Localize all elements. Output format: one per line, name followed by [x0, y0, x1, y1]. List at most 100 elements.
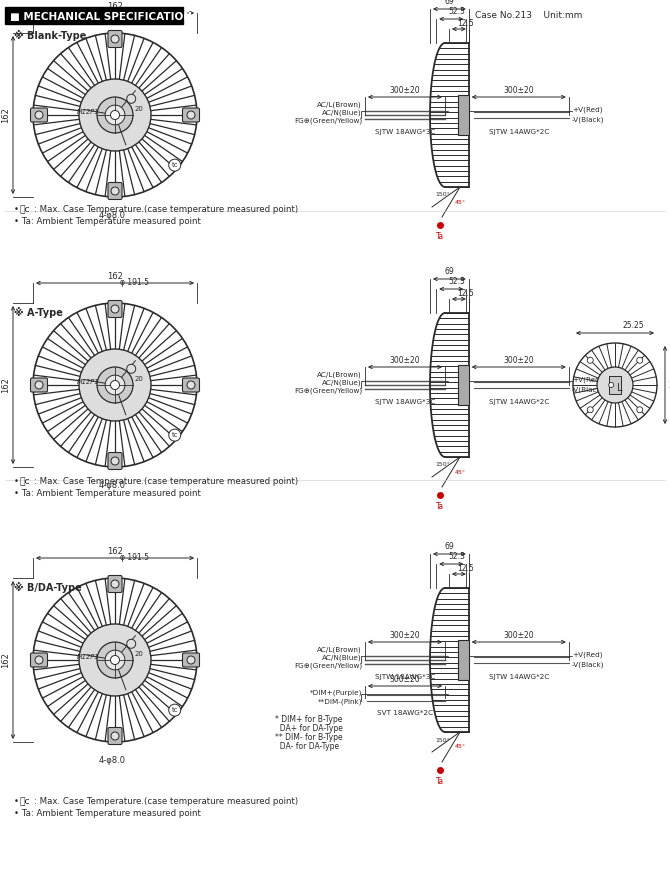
Text: Ta: Ta [436, 232, 444, 241]
Text: 30: 30 [119, 665, 129, 671]
Circle shape [105, 375, 125, 395]
Circle shape [169, 429, 181, 441]
Text: 12.5: 12.5 [457, 19, 474, 28]
Text: 300±20: 300±20 [390, 631, 420, 640]
Text: AC/L(Brown): AC/L(Brown) [318, 372, 362, 378]
Text: AC/N(Blue): AC/N(Blue) [322, 380, 362, 386]
Circle shape [79, 624, 151, 696]
Text: * DIM+ for B-Type: * DIM+ for B-Type [275, 715, 342, 724]
Text: -V(Black): -V(Black) [572, 662, 604, 668]
Text: tc: tc [172, 432, 178, 438]
Circle shape [169, 704, 181, 716]
Text: 300±20: 300±20 [503, 631, 534, 640]
Text: 30: 30 [119, 390, 129, 396]
Text: 300±20: 300±20 [390, 675, 420, 684]
Text: •: • [14, 477, 21, 486]
Text: • Ta: Ambient Temperature measured point: • Ta: Ambient Temperature measured point [14, 489, 201, 498]
Circle shape [187, 111, 195, 119]
Text: 45°: 45° [455, 200, 466, 205]
Circle shape [79, 349, 151, 421]
FancyBboxPatch shape [108, 576, 122, 592]
Circle shape [111, 732, 119, 740]
Text: DA+ for DA-Type: DA+ for DA-Type [275, 724, 343, 733]
FancyBboxPatch shape [108, 452, 122, 470]
Text: AC/N(Blue): AC/N(Blue) [322, 109, 362, 116]
Text: 4-φ8.0: 4-φ8.0 [98, 481, 125, 490]
Text: tc: tc [172, 707, 178, 713]
Text: SJTW 18AWG*3C: SJTW 18AWG*3C [375, 129, 436, 135]
Text: -V(Black): -V(Black) [572, 387, 604, 393]
Text: SJTW 18AWG*3C: SJTW 18AWG*3C [375, 399, 436, 405]
Text: SVT 18AWG*2C: SVT 18AWG*2C [377, 710, 433, 716]
Text: φ 191.5: φ 191.5 [120, 8, 149, 17]
Circle shape [127, 364, 136, 374]
Bar [609, 376, 621, 394]
Text: 69: 69 [444, 267, 454, 276]
Text: *DIM+(Purple): *DIM+(Purple) [310, 690, 362, 696]
Text: tc: tc [172, 162, 178, 168]
Text: FG⊕(Green/Yellow): FG⊕(Green/Yellow) [294, 118, 362, 124]
Text: M12P1.75-10H: M12P1.75-10H [76, 109, 125, 115]
Text: +V(Red): +V(Red) [572, 107, 602, 113]
Text: 150°: 150° [436, 463, 450, 467]
Text: • Ta: Ambient Temperature measured point: • Ta: Ambient Temperature measured point [14, 809, 201, 818]
Text: 162: 162 [1, 652, 10, 668]
Text: 300±20: 300±20 [503, 356, 534, 365]
Text: 150°: 150° [436, 738, 450, 743]
FancyBboxPatch shape [108, 727, 122, 745]
Text: Ⓣc: Ⓣc [20, 206, 31, 214]
Circle shape [636, 357, 643, 363]
Text: : Max. Case Temperature.(case temperature measured point): : Max. Case Temperature.(case temperatur… [34, 797, 298, 806]
Text: 45°: 45° [455, 745, 466, 750]
Circle shape [35, 381, 43, 389]
FancyBboxPatch shape [108, 300, 122, 318]
Circle shape [105, 650, 125, 670]
Text: +V(Red): +V(Red) [572, 377, 602, 383]
Circle shape [111, 655, 119, 664]
FancyBboxPatch shape [182, 653, 200, 667]
FancyBboxPatch shape [31, 378, 48, 392]
Text: ■ MECHANICAL SPECIFICATION: ■ MECHANICAL SPECIFICATION [10, 12, 192, 22]
FancyBboxPatch shape [31, 108, 48, 122]
Text: 20: 20 [135, 106, 144, 112]
Text: ** DIM- for B-Type: ** DIM- for B-Type [275, 733, 342, 742]
Circle shape [111, 580, 119, 588]
Text: Ⓣc: Ⓣc [20, 478, 31, 487]
Text: SJTW 14AWG*2C: SJTW 14AWG*2C [488, 399, 549, 405]
FancyBboxPatch shape [182, 108, 200, 122]
Text: AC/L(Brown): AC/L(Brown) [318, 102, 362, 108]
Text: Ta: Ta [436, 502, 444, 511]
Circle shape [35, 656, 43, 664]
Circle shape [111, 110, 119, 120]
Circle shape [111, 457, 119, 465]
Text: ※ A-Type: ※ A-Type [14, 307, 63, 318]
Text: 162: 162 [1, 107, 10, 123]
Text: 300±20: 300±20 [390, 86, 420, 95]
Circle shape [111, 381, 119, 389]
Circle shape [609, 382, 614, 388]
Text: 52.5: 52.5 [449, 7, 466, 16]
Text: **DIM-(Pink): **DIM-(Pink) [318, 699, 362, 705]
Circle shape [587, 407, 593, 413]
Text: • Ta: Ambient Temperature measured point: • Ta: Ambient Temperature measured point [14, 217, 201, 226]
Text: 52.5: 52.5 [449, 552, 466, 561]
Text: SJTW 14AWG*2C: SJTW 14AWG*2C [488, 674, 549, 680]
Text: 32.5: 32.5 [668, 381, 670, 389]
Circle shape [111, 305, 119, 313]
Text: 12.5: 12.5 [457, 289, 474, 298]
Circle shape [169, 159, 181, 172]
Text: FG⊕(Green/Yellow): FG⊕(Green/Yellow) [294, 662, 362, 669]
Circle shape [127, 94, 136, 103]
Circle shape [79, 79, 151, 151]
Text: 12.5: 12.5 [457, 564, 474, 573]
Text: +V(Red): +V(Red) [572, 652, 602, 658]
Text: DA- for DA-Type: DA- for DA-Type [275, 742, 339, 751]
Bar [458, 640, 469, 680]
Text: M12P1.75-10H: M12P1.75-10H [76, 379, 125, 385]
Bar [458, 365, 469, 405]
Text: 45°: 45° [455, 470, 466, 474]
Text: 4-φ8.0: 4-φ8.0 [98, 211, 125, 220]
Circle shape [111, 187, 119, 195]
Text: SJTW 18AWG*3C: SJTW 18AWG*3C [375, 674, 436, 680]
Circle shape [97, 367, 133, 403]
